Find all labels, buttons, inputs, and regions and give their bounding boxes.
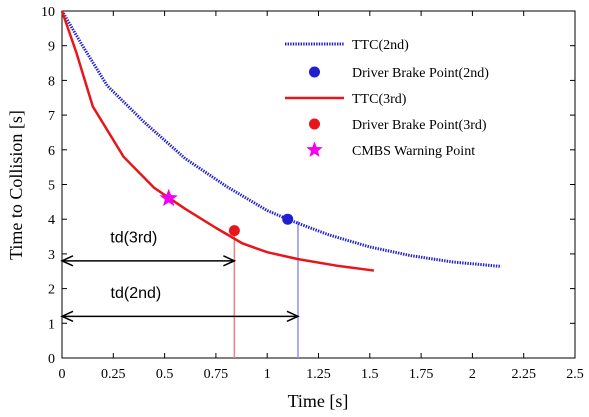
arrow-head (223, 255, 237, 267)
x-tick-label: 1.25 (306, 367, 331, 382)
legend-label: TTC(3rd) (352, 92, 407, 107)
y-tick-label: 0 (48, 352, 55, 367)
x-tick-label: 2 (469, 367, 476, 382)
series-line (60, 10, 375, 272)
data-point-star (159, 188, 178, 207)
y-tick-label: 10 (41, 5, 55, 20)
y-tick-label: 1 (48, 317, 55, 332)
plot-frame (61, 10, 576, 359)
x-tick-label: 0 (59, 367, 66, 382)
legend-label: Driver Brake Point(2nd) (352, 66, 489, 81)
y-tick-label: 8 (48, 74, 55, 89)
y-tick-label: 5 (48, 179, 55, 194)
y-tick-label: 4 (48, 213, 55, 228)
legend-swatch-marker (309, 118, 320, 130)
x-tick-label: 0.75 (204, 367, 229, 382)
y-tick-label: 6 (48, 144, 55, 159)
legend-swatch-marker (309, 66, 320, 78)
x-tick-label: 0.5 (156, 367, 174, 382)
data-point (282, 213, 294, 225)
arrow-head (60, 255, 74, 267)
legend-label: TTC(2nd) (352, 38, 409, 53)
series-line (60, 10, 502, 268)
arrow-head (286, 310, 300, 323)
y-tick-label: 3 (48, 248, 55, 263)
x-axis-title: Time [s] (288, 391, 349, 411)
y-tick-label: 2 (48, 283, 55, 298)
x-tick-label: 2.5 (566, 367, 584, 382)
y-tick-label: 9 (48, 40, 55, 55)
x-tick-label: 0.25 (101, 367, 126, 382)
plot-area: 0 0.25 0.5 0.75 1 1.25 1.5 1.75 2 2.25 2.5 0 1 2 3 4 5 6 7… (41, 5, 584, 382)
legend-label: CMBS Warning Point (352, 144, 475, 159)
x-tick-label: 2.25 (511, 367, 536, 382)
x-tick-label: 1.5 (361, 367, 379, 382)
x-tick-label: 1 (264, 367, 271, 382)
legend-label: Driver Brake Point(3rd) (352, 118, 487, 133)
duration-label: td(2nd) (111, 285, 162, 302)
y-tick-label: 7 (48, 109, 55, 124)
y-axis-title: Time to Collision [s] (6, 110, 26, 260)
duration-label: td(3rd) (110, 230, 157, 247)
legend-swatch-star (306, 141, 323, 158)
arrow-head (60, 310, 74, 323)
x-tick-label: 1.75 (409, 367, 434, 382)
data-point (228, 225, 240, 237)
